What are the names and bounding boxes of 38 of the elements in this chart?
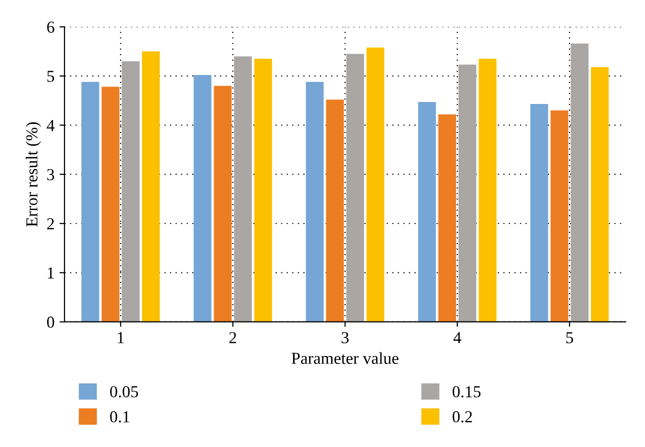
y-tick-label: 0 <box>47 316 54 328</box>
y-axis-title: Error result (%) <box>26 122 41 227</box>
bar <box>102 86 120 322</box>
legend-label: 0.15 <box>452 386 481 398</box>
x-tick-label: 2 <box>229 332 236 344</box>
x-tick-label: 1 <box>118 332 124 344</box>
y-tick-label: 3 <box>47 169 54 180</box>
bar <box>234 56 252 322</box>
bar <box>81 82 100 322</box>
bar <box>458 64 476 322</box>
legend-label: 0.2 <box>452 411 472 422</box>
bar <box>366 47 384 322</box>
y-tick-label: 4 <box>46 120 55 131</box>
bar <box>214 86 232 322</box>
bar <box>418 102 436 322</box>
legend-label: 0.05 <box>110 386 138 398</box>
bar <box>122 61 140 322</box>
bar <box>530 104 548 322</box>
bar <box>142 51 160 322</box>
legend-label: 0.1 <box>110 411 130 422</box>
bar <box>326 100 344 322</box>
bar <box>306 82 324 322</box>
x-tick-label: 5 <box>566 332 574 344</box>
bar <box>438 114 456 322</box>
y-tick-label: 2 <box>47 218 54 230</box>
bar <box>346 54 364 322</box>
bar <box>550 110 568 322</box>
y-tick-label: 1 <box>48 267 54 278</box>
bar <box>254 58 272 322</box>
x-tick-label: 3 <box>342 332 349 344</box>
y-tick-label: 5 <box>47 70 54 82</box>
bar <box>570 44 589 322</box>
bar <box>590 67 609 322</box>
y-tick-label: 6 <box>47 22 54 33</box>
x-tick-label: 4 <box>453 332 462 344</box>
x-axis-title: Parameter value <box>292 352 398 364</box>
bar <box>478 58 496 322</box>
bar <box>194 75 212 322</box>
